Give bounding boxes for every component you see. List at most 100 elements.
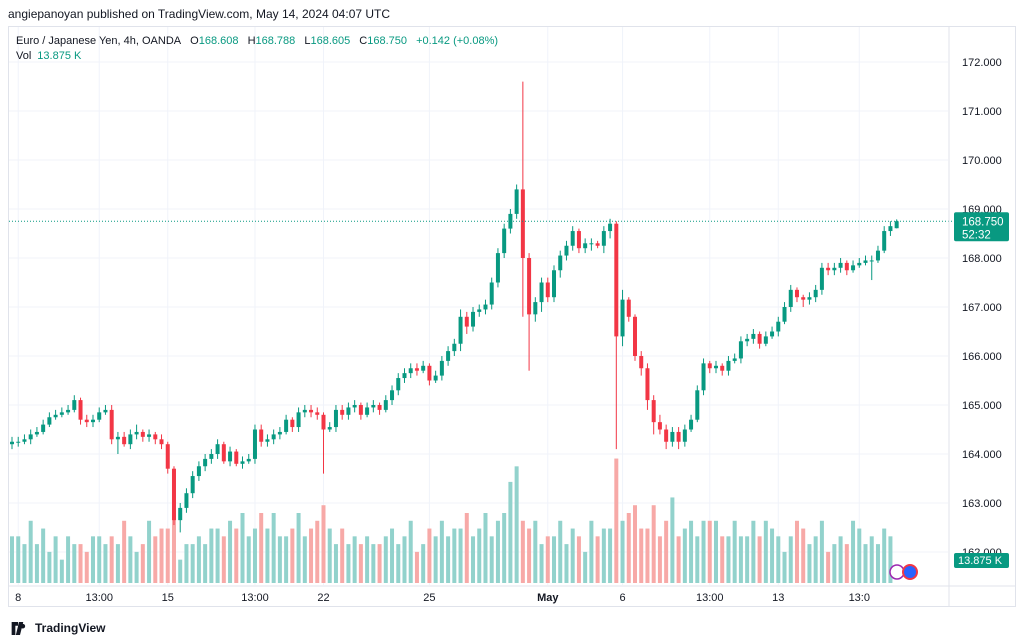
candle-body xyxy=(115,436,120,440)
candle-body xyxy=(302,409,307,413)
volume-bar xyxy=(882,528,887,583)
volume-bar xyxy=(844,544,849,583)
candle-body xyxy=(471,311,476,327)
volume-bar xyxy=(22,544,27,583)
dividend-event-icon[interactable] xyxy=(889,564,905,580)
volume-bar xyxy=(471,536,476,583)
candle-body xyxy=(552,270,557,298)
event-icons[interactable] xyxy=(889,564,918,580)
candle-body xyxy=(103,409,108,413)
candle-body xyxy=(844,262,849,271)
candle-body xyxy=(838,262,843,268)
candle xyxy=(533,297,538,322)
volume-bar xyxy=(770,528,775,583)
volume-histogram xyxy=(10,458,893,583)
y-tick-label: 163.000 xyxy=(962,498,1002,510)
candle xyxy=(707,360,712,374)
close-label: C xyxy=(359,35,368,47)
candle-body xyxy=(458,316,463,344)
candle-body xyxy=(159,439,164,445)
volume-bar xyxy=(284,536,289,583)
candle xyxy=(78,397,83,425)
volume-bar xyxy=(558,520,563,583)
candle xyxy=(844,260,849,276)
candle-body xyxy=(502,228,507,254)
volume-bar xyxy=(346,544,351,583)
volume-bar xyxy=(782,551,787,583)
candle xyxy=(346,402,351,420)
x-tick-label: 13:00 xyxy=(241,592,269,604)
change-value: +0.142 (+0.08%) xyxy=(416,35,499,47)
candle-body xyxy=(315,412,320,415)
candle-body xyxy=(645,368,650,401)
volume-badge-value: 13.875 K xyxy=(958,555,1003,567)
candle-body xyxy=(633,316,637,356)
candle xyxy=(327,422,332,432)
candle xyxy=(863,255,868,266)
volume-bar xyxy=(713,520,718,583)
volume-bar xyxy=(826,551,831,583)
volume-bar xyxy=(564,544,569,583)
candle xyxy=(358,402,363,420)
candle xyxy=(539,277,544,312)
candle xyxy=(489,277,494,310)
candle-body xyxy=(738,341,743,359)
candle-body xyxy=(670,431,675,442)
candle-body xyxy=(614,223,619,337)
volume-bar xyxy=(178,559,183,583)
candle xyxy=(763,331,768,347)
volume-bar xyxy=(751,520,756,583)
volume-bar xyxy=(639,528,644,583)
volume-bar xyxy=(147,520,152,583)
volume-bar xyxy=(383,536,388,583)
volume-bar xyxy=(59,559,64,583)
candle xyxy=(832,262,837,276)
candle xyxy=(153,431,158,445)
volume-bar xyxy=(246,536,251,583)
symbol-title[interactable]: Euro / Japanese Yen, 4h, OANDA xyxy=(16,35,182,47)
candle xyxy=(483,299,488,315)
candle xyxy=(608,218,613,239)
volume-bar xyxy=(801,528,806,583)
candle-body xyxy=(888,226,893,232)
candle xyxy=(196,461,201,481)
candle-body xyxy=(732,358,737,361)
y-tick-label: 165.000 xyxy=(962,400,1002,412)
candle xyxy=(408,363,413,379)
candle-body xyxy=(414,368,419,371)
volume-bar xyxy=(333,544,338,583)
x-tick-label: 8 xyxy=(15,592,21,604)
candle xyxy=(115,431,120,454)
volume-bar xyxy=(508,481,513,583)
volume-bar xyxy=(140,544,145,583)
candle-body xyxy=(770,331,775,337)
volume-bar xyxy=(738,536,743,583)
volume-bar xyxy=(433,536,438,583)
candle xyxy=(246,454,251,464)
volume-bar xyxy=(745,536,750,583)
candle-body xyxy=(751,333,756,339)
volume-bar xyxy=(309,528,314,583)
candle xyxy=(190,471,195,499)
volume-bar xyxy=(421,544,426,583)
candle-body xyxy=(309,409,314,413)
candle-body xyxy=(651,400,656,423)
candle xyxy=(645,363,650,410)
candle-body xyxy=(701,363,706,391)
last-price-badge: 168.750 52:32 xyxy=(954,212,1009,242)
candle xyxy=(776,316,781,337)
volume-label[interactable]: Vol xyxy=(16,50,32,62)
candle-body xyxy=(477,309,482,312)
candle-body xyxy=(489,282,494,305)
candle-body xyxy=(439,360,444,376)
candle-body xyxy=(153,434,158,440)
volume-bar xyxy=(576,536,581,583)
candle xyxy=(576,228,581,254)
candle xyxy=(819,262,824,295)
candle xyxy=(252,424,257,464)
volume-bar xyxy=(689,520,694,583)
economic-event-icon[interactable] xyxy=(902,564,918,580)
candle-body xyxy=(782,307,787,322)
candle xyxy=(514,184,519,219)
